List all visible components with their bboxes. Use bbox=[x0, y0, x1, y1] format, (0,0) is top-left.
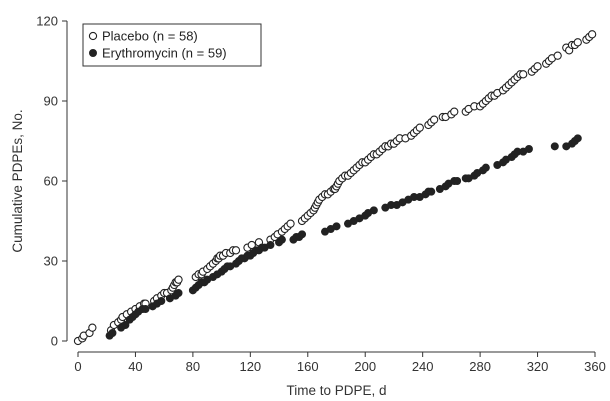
x-tick-label: 200 bbox=[354, 359, 376, 374]
placebo-point bbox=[430, 115, 439, 124]
y-tick-label: 30 bbox=[44, 254, 58, 269]
erythromycin-point bbox=[141, 304, 150, 313]
placebo-point bbox=[450, 107, 459, 116]
placebo-point bbox=[88, 323, 97, 332]
erythromycin-point bbox=[121, 320, 130, 329]
erythromycin-point bbox=[157, 296, 166, 305]
legend-entry-erythromycin: Erythromycin (n = 59) bbox=[102, 46, 227, 61]
legend-box bbox=[82, 23, 262, 67]
erythromycin-point bbox=[481, 163, 490, 172]
legend-marker-placebo bbox=[88, 31, 98, 41]
erythromycin-point bbox=[573, 134, 582, 143]
placebo-point bbox=[587, 30, 597, 39]
erythromycin-point bbox=[427, 187, 436, 196]
x-tick-label: 240 bbox=[412, 359, 434, 374]
erythromycin-point bbox=[266, 240, 275, 249]
x-tick-label: 120 bbox=[239, 359, 261, 374]
placebo-point bbox=[231, 246, 241, 255]
x-axis-label: Time to PDPE, d bbox=[286, 383, 386, 398]
placebo-point bbox=[553, 51, 562, 60]
erythromycin-point bbox=[524, 144, 533, 153]
erythromycin-point bbox=[369, 206, 378, 215]
x-tick-label: 320 bbox=[527, 359, 549, 374]
x-tick-label: 40 bbox=[128, 359, 142, 374]
placebo-point bbox=[415, 123, 424, 132]
erythromycin-point bbox=[174, 288, 183, 297]
x-tick-label: 80 bbox=[186, 359, 200, 374]
placebo-point bbox=[286, 219, 295, 228]
y-axis-label: Cumulative PDPEs, No. bbox=[10, 109, 25, 252]
placebo-point bbox=[573, 38, 582, 47]
placebo-point bbox=[533, 62, 542, 71]
x-tick-label: 160 bbox=[297, 359, 319, 374]
placebo-point bbox=[247, 240, 256, 250]
erythromycin-point bbox=[298, 230, 307, 239]
erythromycin-point bbox=[550, 142, 559, 151]
y-tick-label: 90 bbox=[44, 94, 58, 109]
placebo-point bbox=[519, 70, 528, 79]
y-tick-label: 60 bbox=[44, 174, 58, 189]
y-ticks: 0 30 60 90 120 bbox=[36, 14, 67, 349]
erythromycin-point bbox=[277, 235, 286, 244]
legend-entry-placebo: Placebo (n = 58) bbox=[102, 29, 198, 44]
legend-marker-erythromycin bbox=[89, 49, 98, 58]
y-tick-label: 120 bbox=[36, 14, 58, 29]
x-tick-label: 360 bbox=[584, 359, 606, 374]
placebo-point bbox=[174, 275, 183, 284]
erythromycin-point bbox=[332, 222, 341, 231]
x-tick-label: 280 bbox=[469, 359, 491, 374]
erythromycin-point bbox=[453, 176, 462, 185]
x-ticks: 0 40 80 120 160 200 240 280 320 360 bbox=[74, 352, 606, 374]
x-tick-label: 0 bbox=[74, 359, 81, 374]
legend: Placebo (n = 58) Erythromycin (n = 59) bbox=[82, 23, 262, 67]
y-tick-label: 0 bbox=[51, 334, 58, 349]
erythromycin-point bbox=[108, 328, 117, 337]
data-points bbox=[73, 30, 597, 346]
